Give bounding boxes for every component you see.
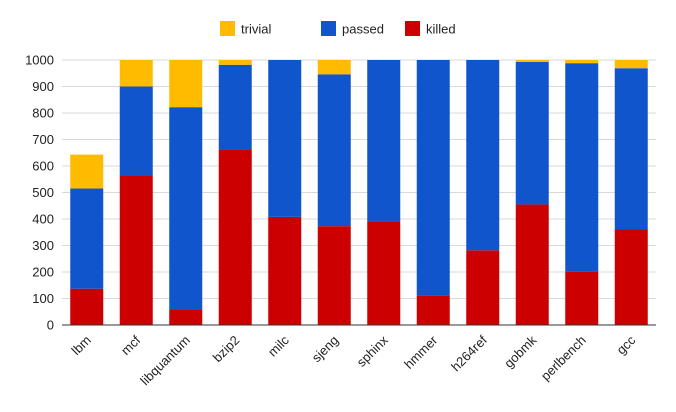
y-tick-label: 700 <box>32 132 54 147</box>
legend-swatch <box>220 21 235 36</box>
bar-trivial-gcc <box>614 60 648 69</box>
bar-passed-libquantum <box>169 107 203 310</box>
bar-trivial-mcf <box>119 60 153 87</box>
legend-item-passed: passed <box>321 21 384 37</box>
bar-passed-mcf <box>119 86 153 176</box>
legend-swatch <box>321 21 336 36</box>
bar-passed-sphinx <box>367 60 401 222</box>
x-tick-label: sphinx <box>354 332 392 370</box>
x-tick-label: mcf <box>118 332 144 358</box>
bar-trivial-sjeng <box>317 60 351 75</box>
y-tick-label: 0 <box>47 318 54 333</box>
bar-killed-h264ref <box>466 250 500 325</box>
bar-stack-sjeng <box>317 60 351 325</box>
bar-passed-hmmer <box>416 60 450 296</box>
bar-trivial-libquantum <box>169 60 203 108</box>
bar-passed-gcc <box>614 68 648 230</box>
gridlines <box>62 59 656 299</box>
bar-stack-mcf <box>119 60 153 325</box>
bar-killed-libquantum <box>169 309 203 325</box>
bar-passed-milc <box>268 60 302 217</box>
bar-killed-sjeng <box>317 226 351 325</box>
y-tick-label: 500 <box>32 185 54 200</box>
y-tick-label: 200 <box>32 265 54 280</box>
bar-passed-sjeng <box>317 74 351 227</box>
bar-stack-libquantum <box>169 60 203 325</box>
x-tick-label: gobmk <box>501 332 540 371</box>
y-tick-label: 900 <box>32 79 54 94</box>
bar-trivial-bzip2 <box>218 60 252 65</box>
bar-trivial-perlbench <box>565 60 599 64</box>
y-tick-label: 600 <box>32 159 54 174</box>
legend-swatch <box>405 21 420 36</box>
bar-killed-lbm <box>70 288 104 325</box>
bar-killed-mcf <box>119 175 153 325</box>
bar-passed-gobmk <box>515 61 549 205</box>
x-tick-label: sjeng <box>309 333 342 366</box>
x-tick-label: perlbench <box>538 333 589 384</box>
bar-stack-lbm <box>70 154 104 325</box>
y-tick-label: 100 <box>32 291 54 306</box>
legend-item-trivial: trivial <box>220 21 271 37</box>
bar-killed-gcc <box>614 229 648 325</box>
legend-item-killed: killed <box>405 21 456 37</box>
legend: trivial passed killed <box>220 21 456 37</box>
legend-label: passed <box>342 22 384 37</box>
y-axis-ticks: 0 100 200 300 400 500 600 700 800 900 1000 <box>25 53 54 333</box>
legend-label: killed <box>426 22 456 37</box>
x-tick-label: libquantum <box>137 333 193 389</box>
y-tick-label: 300 <box>32 238 54 253</box>
x-tick-label: bzip2 <box>210 333 243 366</box>
bar-killed-sphinx <box>367 221 401 325</box>
x-tick-label: lbm <box>68 333 93 358</box>
bar-stack-h264ref <box>466 60 500 325</box>
bars <box>70 60 648 325</box>
x-tick-label: gcc <box>613 332 638 357</box>
y-tick-label: 1000 <box>25 53 54 68</box>
bar-killed-gobmk <box>515 204 549 325</box>
bar-stack-gcc <box>614 60 648 325</box>
y-tick-label: 800 <box>32 106 54 121</box>
bar-trivial-lbm <box>70 154 104 189</box>
bar-passed-lbm <box>70 188 104 289</box>
bar-stack-milc <box>268 60 302 325</box>
x-tick-label: milc <box>265 332 292 359</box>
y-tick-label: 400 <box>32 212 54 227</box>
bar-stack-hmmer <box>416 60 450 325</box>
bar-passed-bzip2 <box>218 64 252 150</box>
bar-killed-perlbench <box>565 271 599 325</box>
bar-passed-perlbench <box>565 63 599 272</box>
bar-trivial-gobmk <box>515 60 549 62</box>
bar-stack-perlbench <box>565 60 599 325</box>
legend-label: trivial <box>241 22 271 37</box>
bar-stack-sphinx <box>367 60 401 325</box>
bar-killed-bzip2 <box>218 149 252 325</box>
bar-stack-bzip2 <box>218 60 252 325</box>
bar-killed-hmmer <box>416 295 450 325</box>
bar-passed-h264ref <box>466 60 500 251</box>
x-tick-label: h264ref <box>448 332 490 374</box>
x-tick-label: hmmer <box>401 332 441 372</box>
bar-stack-gobmk <box>515 60 549 325</box>
bar-killed-milc <box>268 216 302 325</box>
